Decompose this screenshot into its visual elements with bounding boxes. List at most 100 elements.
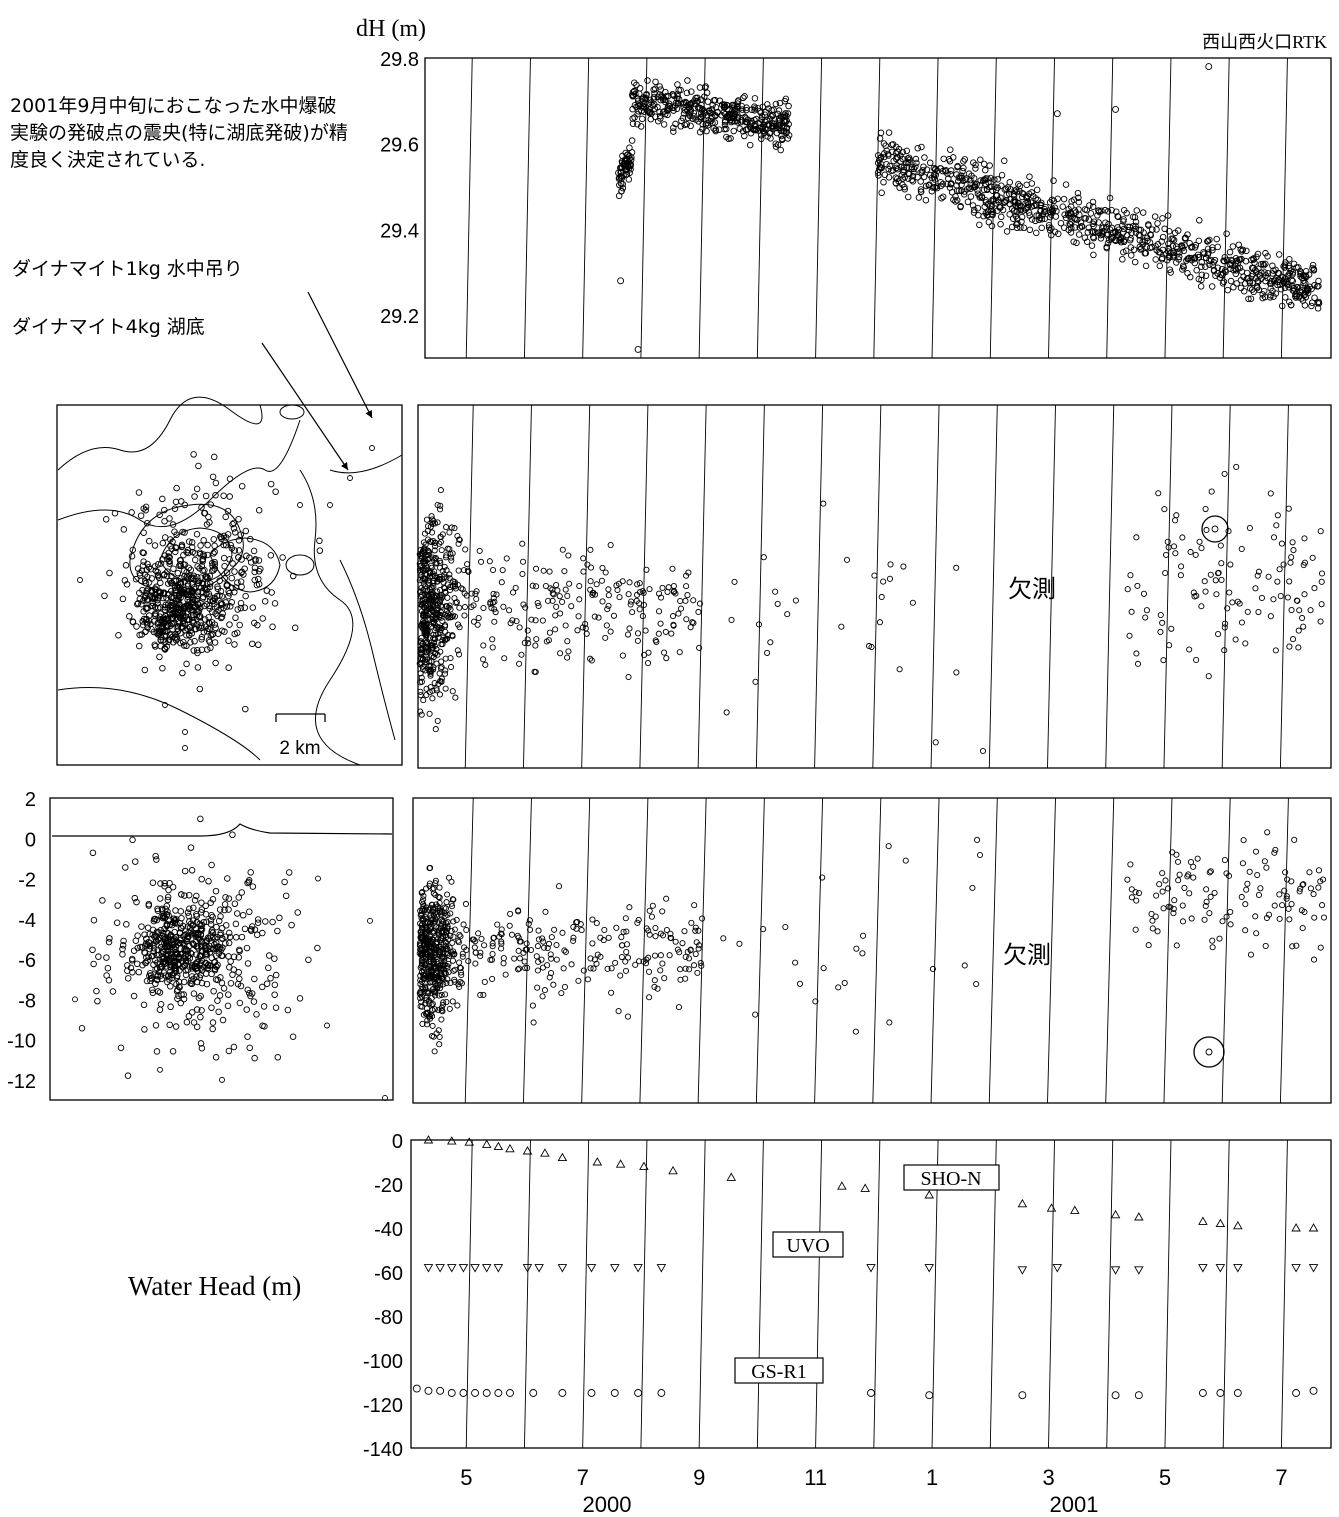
epi-point (438, 641, 445, 648)
depth-point (969, 884, 976, 891)
dh-point (895, 177, 902, 185)
dh-point (683, 89, 691, 97)
epi-point (426, 570, 433, 577)
map-epicenter (160, 590, 168, 597)
epi-point (428, 513, 435, 520)
depth-point (682, 965, 689, 972)
map-epicenter (347, 475, 353, 481)
depth-point (651, 983, 658, 990)
map-epicenter (212, 624, 219, 632)
depth-point (430, 930, 437, 937)
map-epicenter (189, 595, 197, 602)
dh-point (1104, 239, 1112, 247)
map-epicenter (179, 669, 186, 677)
dh-point (923, 166, 931, 173)
dh-point (926, 159, 934, 167)
dh-point (684, 77, 691, 84)
epi-point (615, 580, 623, 587)
uvo-point (610, 1264, 620, 1273)
epi-point (455, 540, 462, 547)
map-epicenter (134, 600, 141, 608)
depth-ytick-label: 2 (25, 789, 36, 811)
depth-point (1246, 868, 1253, 875)
epi-point (434, 588, 441, 595)
section-hypocenter (158, 940, 165, 947)
depth-point (445, 969, 452, 976)
map-epicenter (209, 631, 216, 638)
depth-point (1128, 894, 1135, 901)
depth-point (652, 933, 659, 940)
grid-line (697, 797, 707, 1104)
depth-point (455, 939, 462, 946)
epi-point (636, 606, 643, 613)
dh-outlier (1053, 110, 1061, 118)
depth-point (692, 950, 699, 958)
xtick-label: 5 (1159, 1465, 1171, 1490)
dh-point (711, 96, 719, 104)
epi-point (1172, 517, 1179, 524)
epi-point (431, 643, 438, 650)
epi-point (580, 555, 587, 562)
dh-point (1072, 209, 1080, 216)
dh-point (945, 175, 952, 182)
section-hypocenter (156, 1006, 164, 1013)
sho-n-point (860, 1183, 870, 1192)
section-hypocenter (222, 894, 229, 901)
dh-point (1224, 286, 1231, 294)
depth-point (417, 988, 424, 995)
dh-point (622, 166, 630, 173)
dh-point (701, 109, 709, 117)
epi-point (876, 619, 884, 626)
epi-point (437, 502, 444, 509)
section-hypocenter (181, 940, 188, 947)
depth-point (417, 934, 424, 941)
section-hypocenter (208, 861, 215, 869)
depth-point (515, 934, 522, 941)
epi-point (792, 597, 799, 604)
depth-point (1219, 918, 1226, 925)
depth-point (448, 949, 455, 956)
epi-point (909, 599, 916, 606)
section-hypocenter (171, 919, 179, 927)
map-epicenter (235, 547, 243, 554)
dh-point (1184, 231, 1191, 238)
section-hypocenter (211, 958, 219, 966)
epi-point (1295, 627, 1302, 634)
dh-point (1201, 250, 1208, 257)
dh-point (675, 86, 682, 94)
sho-n-point (1134, 1212, 1144, 1221)
map-epicenter (206, 638, 214, 646)
dh-point (979, 177, 987, 184)
dh-point (1147, 231, 1154, 238)
epi-point (423, 685, 430, 692)
section-hypocenter (227, 980, 235, 987)
sho-n-point (540, 1148, 550, 1157)
section-hypocenter (179, 922, 187, 930)
dh-point (721, 121, 729, 129)
wh-ytick-label: -120 (363, 1395, 403, 1417)
grid-line (697, 404, 707, 769)
wh-ytick-label: -80 (374, 1307, 403, 1329)
dh-point (772, 140, 779, 147)
depth-point (666, 952, 673, 959)
map-epicenter (181, 586, 188, 594)
dh-point (1120, 237, 1128, 244)
depth-point (1154, 928, 1161, 935)
dh-point (783, 112, 790, 120)
epi-point (1133, 534, 1140, 541)
section-hypocenter (196, 974, 203, 981)
depth-ytick-label: -4 (18, 910, 36, 932)
depth-point (547, 951, 554, 958)
epi-point (433, 687, 440, 694)
map-epicenter (101, 592, 108, 600)
section-hypocenter (253, 1011, 260, 1018)
depth-point (526, 917, 533, 924)
epi-point (579, 624, 586, 631)
dh-point (1060, 195, 1068, 203)
gs-r1-point (494, 1389, 503, 1397)
map-epicenter (211, 639, 219, 646)
depth-point (524, 964, 531, 971)
map-epicenter (220, 532, 228, 540)
section-hypocenter (254, 916, 262, 923)
dh-point (897, 158, 904, 165)
